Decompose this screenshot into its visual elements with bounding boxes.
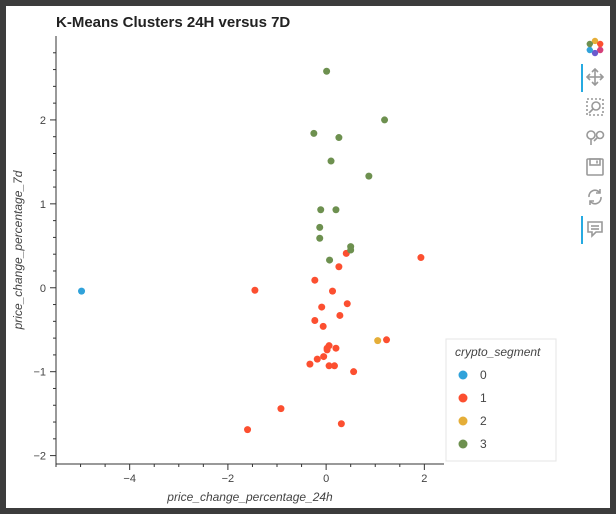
point-cluster-1[interactable] — [332, 344, 340, 352]
figure-frame: K-Means Clusters 24H versus 7D −4 −2 0 2 −2… — [6, 6, 610, 508]
reset-icon[interactable] — [584, 186, 606, 208]
point-cluster-1[interactable] — [336, 311, 344, 319]
legend: crypto_segment 0 1 2 3 — [445, 338, 557, 462]
legend-swatch-2 — [458, 416, 468, 426]
x-axis-ticks: −4 −2 0 2 — [55, 464, 427, 485]
point-cluster-1[interactable] — [323, 346, 331, 354]
bokeh-logo-icon[interactable] — [584, 36, 606, 58]
point-cluster-1[interactable] — [277, 405, 285, 413]
point-cluster-3[interactable] — [332, 206, 340, 214]
point-cluster-0[interactable] — [78, 287, 86, 295]
y-tick-label: −1 — [33, 367, 46, 379]
box-zoom-icon[interactable] — [584, 96, 606, 118]
point-cluster-1[interactable] — [343, 300, 351, 308]
y-tick-label: 2 — [40, 115, 46, 127]
y-tick-label: −2 — [33, 451, 46, 463]
point-cluster-3[interactable] — [310, 129, 318, 137]
point-cluster-1[interactable] — [350, 368, 358, 376]
point-cluster-1[interactable] — [329, 287, 337, 295]
y-axis-label: price_change_percentage_7d — [11, 170, 25, 330]
point-cluster-3[interactable] — [316, 223, 324, 231]
point-cluster-1[interactable] — [319, 322, 327, 330]
point-cluster-3[interactable] — [365, 172, 373, 180]
y-tick-label: 0 — [40, 283, 46, 295]
legend-label-3: 3 — [480, 437, 487, 451]
point-cluster-3[interactable] — [381, 116, 389, 124]
point-cluster-1[interactable] — [306, 360, 314, 368]
hover-icon[interactable] — [581, 216, 606, 244]
legend-label-2: 2 — [480, 414, 487, 428]
point-cluster-3[interactable] — [347, 243, 355, 251]
x-axis-label: price_change_percentage_24h — [166, 490, 333, 504]
chart-title: K-Means Clusters 24H versus 7D — [56, 14, 290, 31]
point-cluster-1[interactable] — [244, 426, 252, 434]
point-cluster-1[interactable] — [251, 286, 259, 294]
legend-label-0: 0 — [480, 368, 487, 382]
legend-title: crypto_segment — [455, 345, 541, 359]
point-cluster-3[interactable] — [335, 134, 343, 142]
y-axis-ticks: −2 −1 0 1 2 — [33, 52, 56, 463]
legend-swatch-3 — [458, 439, 468, 449]
point-cluster-3[interactable] — [316, 234, 324, 242]
point-cluster-3[interactable] — [327, 157, 335, 165]
point-cluster-3[interactable] — [317, 206, 325, 214]
point-cluster-1[interactable] — [325, 362, 333, 370]
point-cluster-1[interactable] — [417, 254, 425, 262]
y-tick-label: 1 — [40, 199, 46, 211]
point-cluster-1[interactable] — [383, 336, 391, 344]
legend-label-1: 1 — [480, 391, 487, 405]
point-cluster-1[interactable] — [311, 276, 319, 284]
point-cluster-1[interactable] — [335, 263, 343, 271]
point-cluster-1[interactable] — [337, 420, 345, 428]
plot-toolbar — [580, 36, 606, 256]
plot-area[interactable] — [56, 36, 444, 464]
point-cluster-1[interactable] — [318, 303, 326, 311]
x-tick-label: 2 — [421, 473, 427, 485]
point-cluster-2[interactable] — [374, 337, 382, 345]
x-tick-label: −2 — [222, 473, 235, 485]
point-cluster-1[interactable] — [330, 362, 338, 370]
legend-swatch-1 — [458, 393, 468, 403]
legend-items: 0 1 2 3 — [458, 368, 487, 451]
legend-swatch-0 — [458, 370, 468, 380]
point-cluster-1[interactable] — [320, 353, 328, 361]
wheel-zoom-icon[interactable] — [584, 126, 606, 148]
scatter-plot[interactable]: K-Means Clusters 24H versus 7D −4 −2 0 2 −2… — [6, 6, 610, 508]
save-icon[interactable] — [584, 156, 606, 178]
x-tick-label: 0 — [323, 473, 329, 485]
x-tick-label: −4 — [123, 473, 136, 485]
point-cluster-3[interactable] — [323, 67, 331, 75]
point-cluster-1[interactable] — [311, 316, 319, 324]
data-points — [78, 67, 425, 434]
point-cluster-3[interactable] — [326, 256, 334, 264]
pan-icon[interactable] — [581, 64, 606, 92]
point-cluster-1[interactable] — [313, 355, 321, 363]
